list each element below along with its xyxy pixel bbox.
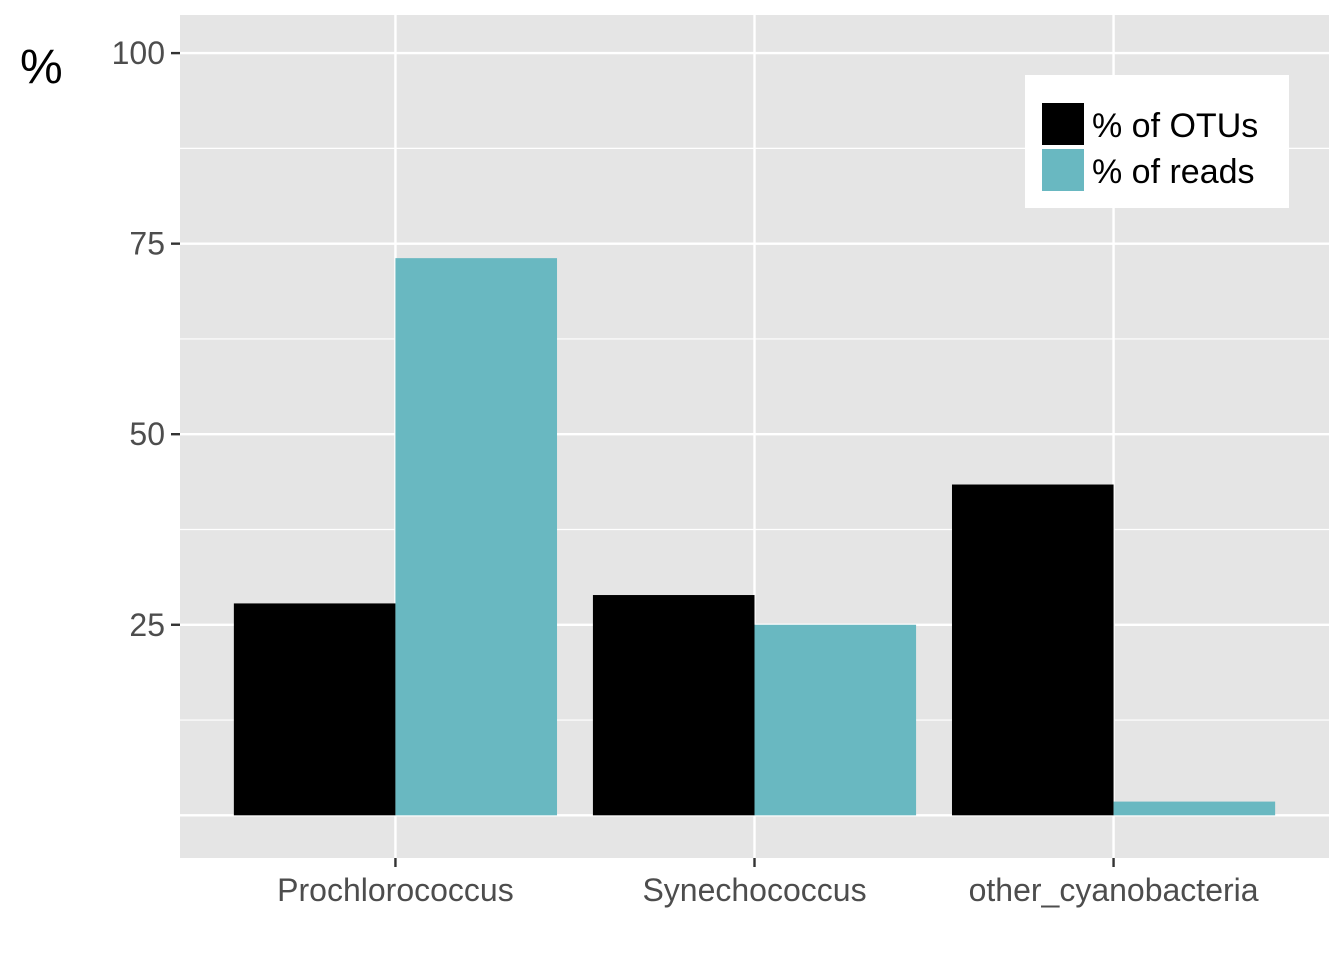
legend: % of OTUs % of reads xyxy=(1025,75,1289,208)
bars xyxy=(233,258,1276,816)
y-tick-label: 75 xyxy=(129,226,165,262)
bar-prochlorococcus-series-1 xyxy=(395,258,558,816)
bar-other_cyanobacteria-series-1 xyxy=(1113,801,1276,816)
x-tick-label: Prochlorococcus xyxy=(277,872,514,908)
legend-label-reads: % of reads xyxy=(1092,153,1255,191)
legend-key-reads xyxy=(1042,149,1084,191)
bar-other_cyanobacteria-series-0 xyxy=(951,484,1114,816)
bar-prochlorococcus-series-0 xyxy=(233,603,396,816)
y-axis-title: % xyxy=(20,41,63,94)
x-tick-label: Synechococcus xyxy=(642,872,866,908)
y-axis: 25 50 75 100 xyxy=(112,35,180,643)
x-tick-label: other_cyanobacteria xyxy=(969,872,1259,908)
y-tick-label: 100 xyxy=(112,35,165,71)
x-axis: Prochlorococcus Synechococcus other_cyanob… xyxy=(277,858,1259,908)
y-tick-label: 25 xyxy=(129,607,165,643)
legend-label-otus: % of OTUs xyxy=(1092,107,1258,145)
bar-synechococcus-series-0 xyxy=(592,595,755,816)
legend-key-otus xyxy=(1042,103,1084,145)
bar-synechococcus-series-1 xyxy=(754,624,917,816)
y-tick-label: 50 xyxy=(129,416,165,452)
